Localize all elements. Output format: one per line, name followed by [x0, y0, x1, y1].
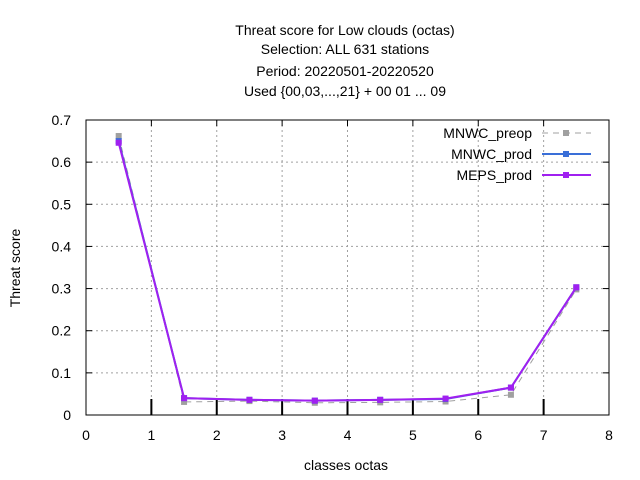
title-line-2: Selection: ALL 631 stations: [261, 41, 429, 57]
legend-marker: [563, 151, 569, 157]
data-point: [311, 397, 318, 404]
series-meps-prod: [115, 139, 580, 404]
x-tick-label: 2: [213, 427, 221, 443]
legend-item-mnwc-prod: MNWC_prod: [451, 146, 591, 162]
y-tick-label: 0.1: [52, 365, 72, 381]
x-tick-label: 0: [82, 427, 90, 443]
y-tick-label: 0: [63, 407, 71, 423]
data-point: [442, 395, 449, 402]
series-layer: [115, 133, 580, 406]
axis-ticks: 0 1 2 3 4 5 6 7 8 0 0.1 0.2 0.3 0.4 0.5 0.6 0.7: [52, 112, 614, 443]
series-line: [117, 142, 578, 402]
x-tick-label: 6: [474, 427, 482, 443]
y-axis-label: Threat score: [7, 228, 23, 307]
data-point: [507, 384, 514, 391]
data-point: [246, 396, 253, 403]
x-tick-label: 4: [344, 427, 352, 443]
y-tick-label: 0.7: [52, 112, 72, 128]
data-point: [181, 398, 188, 405]
data-point: [115, 139, 122, 146]
legend-item-mnwc-preop: MNWC_preop: [443, 125, 591, 141]
y-tick-label: 0.6: [52, 154, 72, 170]
y-tick-label: 0.5: [52, 196, 72, 212]
title-line-4: Used {00,03,...,21} + 00 01 ... 09: [244, 83, 446, 99]
title-line-3: Period: 20220501-20220520: [256, 63, 434, 79]
legend-marker: [563, 172, 569, 178]
plot-frame: [85, 119, 610, 416]
y-tick-label: 0.4: [52, 238, 72, 254]
legend-item-meps-prod: MEPS_prod: [457, 167, 591, 183]
chart-title: Threat score for Low clouds (octas) Sele…: [235, 22, 454, 99]
legend-label: MEPS_prod: [457, 167, 532, 183]
grid: [86, 120, 609, 415]
x-tick-label: 8: [605, 427, 613, 443]
legend-label: MNWC_prod: [451, 146, 532, 162]
data-point: [507, 391, 514, 398]
data-point: [377, 396, 384, 403]
x-tick-label: 7: [540, 427, 548, 443]
y-tick-label: 0.2: [52, 323, 72, 339]
x-tick-label: 3: [278, 427, 286, 443]
title-line-1: Threat score for Low clouds (octas): [235, 22, 454, 38]
data-point: [181, 395, 188, 402]
legend: MNWC_preop MNWC_prod MEPS_prod: [443, 125, 591, 183]
x-tick-label: 1: [147, 427, 155, 443]
x-tick-label: 5: [409, 427, 417, 443]
data-point: [115, 133, 122, 140]
legend-label: MNWC_preop: [443, 125, 532, 141]
y-tick-label: 0.3: [52, 281, 72, 297]
legend-marker: [563, 130, 569, 136]
data-point: [573, 284, 580, 291]
x-axis-label: classes octas: [304, 457, 388, 473]
